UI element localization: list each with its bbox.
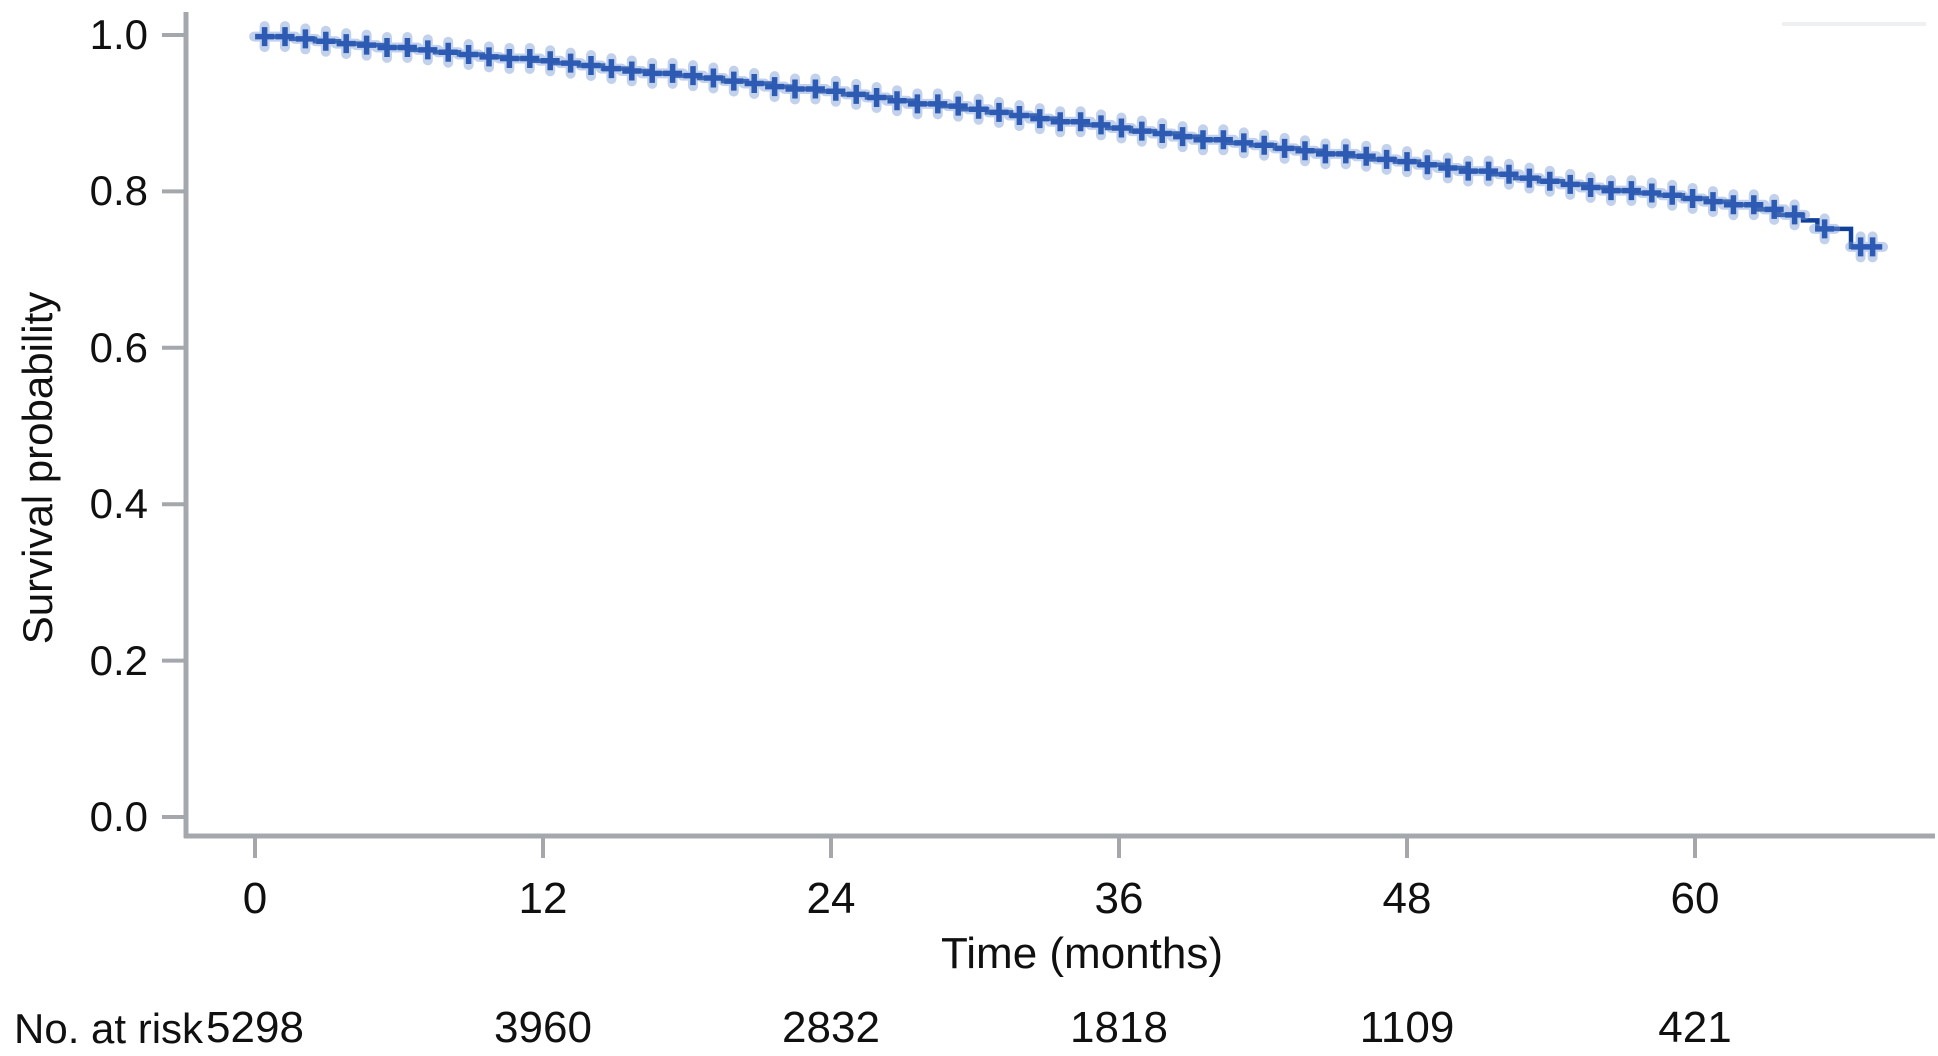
y-axis xyxy=(162,12,189,838)
risk-count: 2832 xyxy=(782,1003,880,1052)
y-tick-label: 0.0 xyxy=(89,793,148,840)
y-tick-label: 0.4 xyxy=(89,480,148,528)
risk-count: 3960 xyxy=(494,1003,592,1052)
censor-marks xyxy=(249,21,1889,263)
x-axis xyxy=(184,833,1935,858)
x-tick-label: 0 xyxy=(242,874,268,923)
risk-count: 5298 xyxy=(206,1003,304,1052)
x-axis-title: Time (months) xyxy=(941,929,1223,978)
risk-table-label: No. at risk xyxy=(14,1005,204,1052)
risk-count: 421 xyxy=(1658,1003,1732,1052)
y-tick-label: 0.6 xyxy=(89,323,148,371)
y-tick-label: 0.2 xyxy=(89,636,148,684)
x-tick-label: 48 xyxy=(1382,874,1432,923)
x-tick-label: 60 xyxy=(1670,874,1720,923)
y-tick-label: 0.8 xyxy=(89,167,148,215)
survival-curve xyxy=(259,34,1883,250)
risk-count: 1109 xyxy=(1359,1003,1455,1052)
x-tick-label: 36 xyxy=(1094,874,1144,923)
risk-count: 1818 xyxy=(1070,1003,1168,1052)
x-tick-label: 24 xyxy=(806,874,856,923)
x-tick-label: 12 xyxy=(518,874,568,923)
y-tick-label: 1.0 xyxy=(89,11,148,58)
